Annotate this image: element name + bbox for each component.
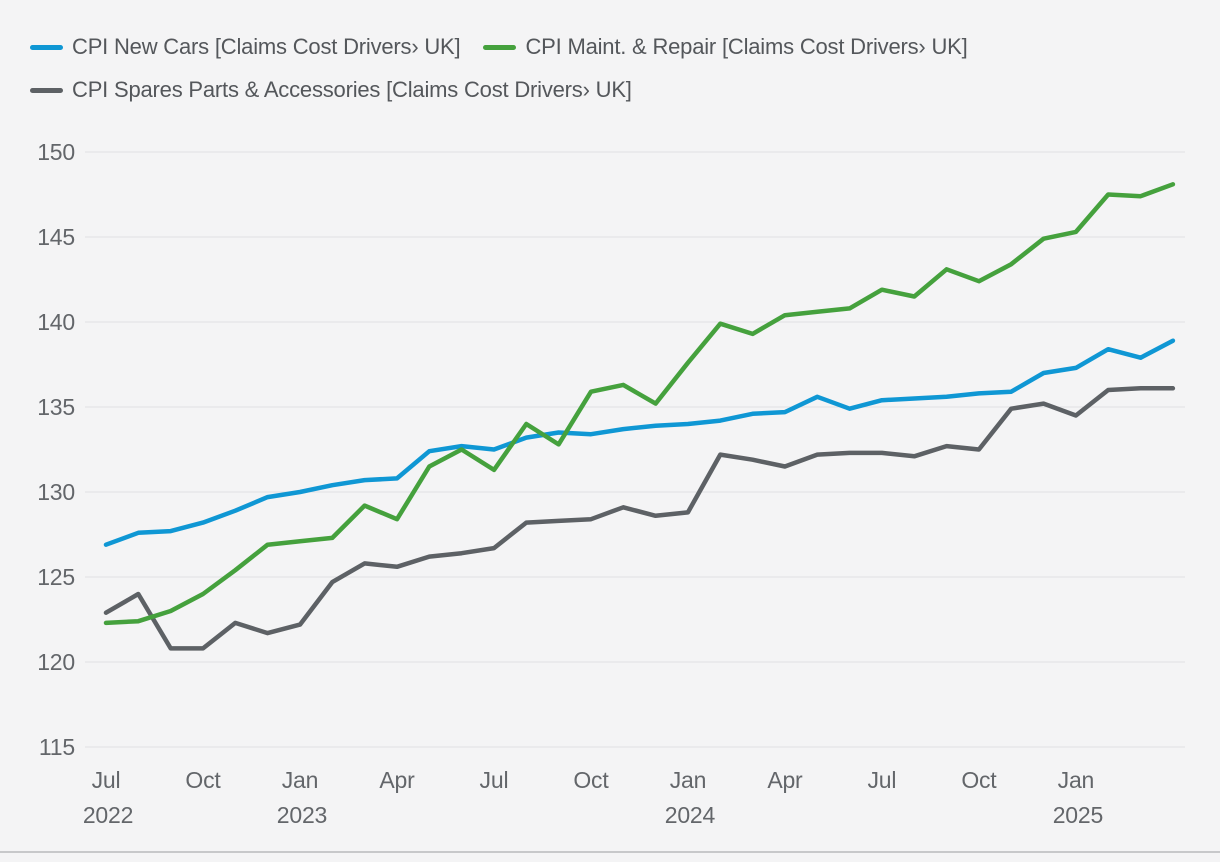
- legend-item-spares-parts: CPI Spares Parts & Accessories [Claims C…: [30, 77, 632, 103]
- y-axis-tick-label: 150: [37, 139, 75, 165]
- x-axis-year-label: 2025: [1053, 802, 1103, 828]
- x-axis-tick-label: Jan: [282, 767, 318, 793]
- legend-line-icon: [483, 44, 517, 50]
- x-axis-tick-label: Apr: [767, 767, 803, 793]
- y-axis-tick-label: 145: [37, 224, 75, 250]
- x-axis-tick-label: Oct: [961, 767, 997, 793]
- x-axis-tick-label: Jul: [92, 767, 121, 793]
- series-line: [103, 338, 1176, 547]
- legend-item-label: CPI Maint. & Repair [Claims Cost Drivers…: [525, 34, 968, 59]
- x-axis-tick-label: Oct: [573, 767, 609, 793]
- legend-line-icon: [30, 44, 63, 50]
- x-axis-year-label: 2023: [277, 802, 327, 828]
- x-axis-tick-label: Jan: [1058, 767, 1094, 793]
- x-axis-tick-label: Oct: [185, 767, 221, 793]
- x-axis-year-label: 2024: [665, 802, 716, 828]
- y-axis-tick-label: 140: [37, 309, 75, 335]
- series-line: [103, 182, 1176, 626]
- legend-line-icon: [30, 87, 63, 93]
- legend-item-maint-repair: CPI Maint. & Repair [Claims Cost Drivers…: [483, 34, 968, 60]
- legend-item-label: CPI Spares Parts & Accessories [Claims C…: [72, 77, 632, 102]
- y-axis-tick-label: 125: [37, 564, 75, 590]
- legend-item-new-cars: CPI New Cars [Claims Cost Drivers› UK]: [30, 34, 461, 60]
- x-axis-tick-label: Jul: [868, 767, 897, 793]
- x-axis-tick-label: Jan: [670, 767, 706, 793]
- legend: CPI New Cars [Claims Cost Drivers› UK] C…: [30, 34, 1190, 103]
- x-axis-tick-label: Jul: [480, 767, 509, 793]
- y-axis-tick-label: 120: [37, 649, 75, 675]
- y-axis-tick-label: 115: [39, 734, 75, 760]
- y-axis-tick-label: 135: [37, 394, 75, 420]
- x-axis-year-label: 2022: [83, 802, 133, 828]
- bottom-divider: [0, 851, 1220, 853]
- series-line: [103, 386, 1176, 651]
- legend-item-label: CPI New Cars [Claims Cost Drivers› UK]: [72, 34, 461, 59]
- y-axis-tick-label: 130: [37, 479, 75, 505]
- x-axis-tick-label: Apr: [379, 767, 415, 793]
